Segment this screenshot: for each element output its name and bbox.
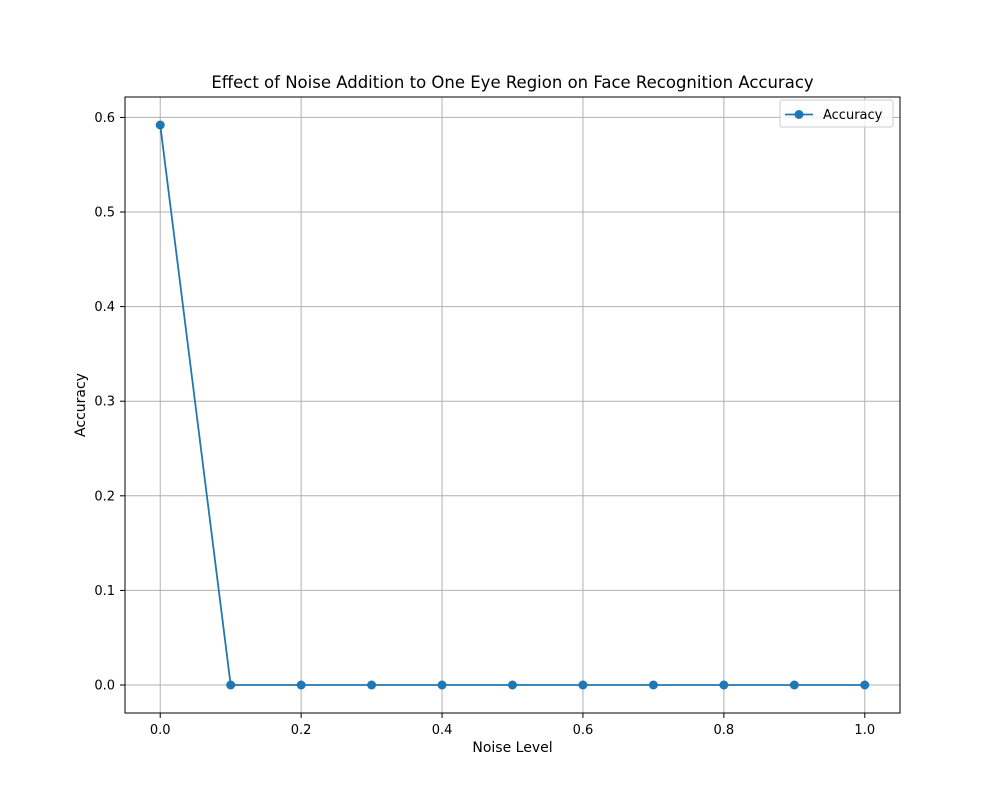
legend-box <box>779 99 894 128</box>
y-tick-label: 0.1 <box>94 584 115 599</box>
y-tick-label: 0.2 <box>94 489 115 504</box>
y-tick-label: 0.0 <box>94 679 115 694</box>
x-axis-label: Noise Level <box>472 740 552 756</box>
ticks-layer: 0.0 0.2 0.4 0.6 0.8 1.0 0.0 0.1 0.2 0.3 0.4 0.5 0.6 <box>94 111 875 738</box>
x-tick-label: 1.0 <box>854 723 875 738</box>
y-axis-label: Accuracy <box>73 373 89 437</box>
x-tick-label: 0.8 <box>714 723 735 738</box>
data-point <box>789 680 799 690</box>
x-tick-label: 0.2 <box>291 723 312 738</box>
x-tick-label: 0.4 <box>432 723 453 738</box>
legend-label: Accuracy <box>823 108 883 123</box>
data-point <box>226 680 236 690</box>
data-point <box>296 680 306 690</box>
legend: Accuracy <box>779 99 894 128</box>
data-point <box>578 680 588 690</box>
series-layer <box>155 120 870 690</box>
data-point <box>367 680 377 690</box>
data-point <box>719 680 729 690</box>
chart-title: Effect of Noise Addition to One Eye Regi… <box>211 73 814 92</box>
grid-layer <box>125 97 900 713</box>
y-tick-label: 0.6 <box>94 111 115 126</box>
data-point <box>437 680 447 690</box>
y-tick-label: 0.4 <box>94 300 115 315</box>
data-point <box>508 680 517 690</box>
x-tick-label: 0.0 <box>150 723 171 738</box>
legend-marker-swatch <box>794 110 804 119</box>
plot-frame <box>124 96 901 714</box>
y-tick-label: 0.5 <box>94 206 115 221</box>
data-point <box>648 680 658 690</box>
x-tick-label: 0.6 <box>573 723 594 738</box>
data-point <box>155 120 165 130</box>
data-point <box>860 680 870 690</box>
y-tick-label: 0.3 <box>94 395 115 410</box>
